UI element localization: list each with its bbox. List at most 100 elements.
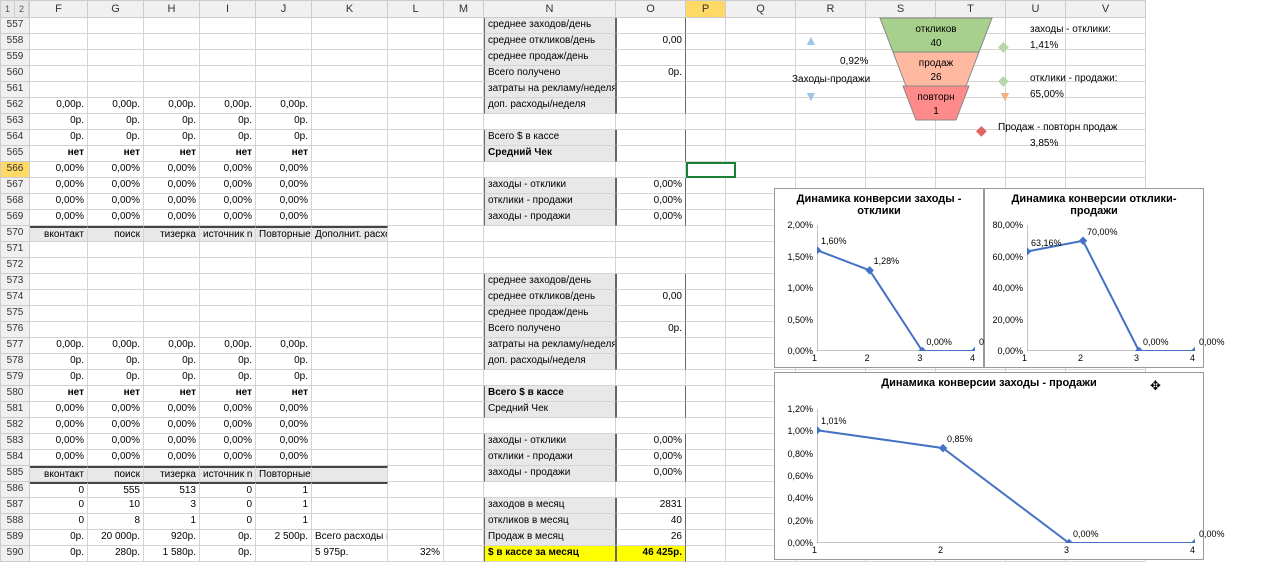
cell-K584[interactable]: [312, 450, 388, 466]
cell-F562[interactable]: 0,00р.: [30, 98, 88, 114]
cell-L567[interactable]: [388, 178, 444, 194]
row-header-568[interactable]: 568: [0, 194, 30, 210]
cell-N590[interactable]: $ в кассе за месяц: [484, 546, 616, 562]
cell-N582[interactable]: [484, 418, 616, 434]
cell-N566[interactable]: [484, 162, 616, 178]
cell-G567[interactable]: 0,00%: [88, 178, 144, 194]
row-header-564[interactable]: 564: [0, 130, 30, 146]
row-header-579[interactable]: 579: [0, 370, 30, 386]
cell-I565[interactable]: нет: [200, 146, 256, 162]
cell-S566[interactable]: [866, 162, 936, 178]
cell-G583[interactable]: 0,00%: [88, 434, 144, 450]
cell-F577[interactable]: 0,00р.: [30, 338, 88, 354]
cell-H570[interactable]: тизерка: [144, 226, 200, 242]
cell-F584[interactable]: 0,00%: [30, 450, 88, 466]
cell-P571[interactable]: [686, 242, 726, 258]
cell-H571[interactable]: [144, 242, 200, 258]
cell-O565[interactable]: [616, 146, 686, 162]
cell-O568[interactable]: 0,00%: [616, 194, 686, 210]
cell-N560[interactable]: Всего получено: [484, 66, 616, 82]
cell-G558[interactable]: [88, 34, 144, 50]
cell-G570[interactable]: поиск: [88, 226, 144, 242]
cell-P583[interactable]: [686, 434, 726, 450]
cell-M559[interactable]: [444, 50, 484, 66]
cell-M564[interactable]: [444, 130, 484, 146]
row-header-588[interactable]: 588: [0, 514, 30, 530]
cell-F558[interactable]: [30, 34, 88, 50]
cell-I561[interactable]: [200, 82, 256, 98]
cell-H565[interactable]: нет: [144, 146, 200, 162]
cell-J578[interactable]: 0р.: [256, 354, 312, 370]
cell-O577[interactable]: [616, 338, 686, 354]
cell-N583[interactable]: заходы - отклики: [484, 434, 616, 450]
cell-J568[interactable]: 0,00%: [256, 194, 312, 210]
cell-P587[interactable]: [686, 498, 726, 514]
cell-F565[interactable]: нет: [30, 146, 88, 162]
cell-I566[interactable]: 0,00%: [200, 162, 256, 178]
cell-I584[interactable]: 0,00%: [200, 450, 256, 466]
cell-N578[interactable]: доп. расходы/неделя: [484, 354, 616, 370]
cell-Q557[interactable]: [726, 18, 796, 34]
cell-F590[interactable]: 0р.: [30, 546, 88, 562]
cell-F575[interactable]: [30, 306, 88, 322]
cell-O559[interactable]: [616, 50, 686, 66]
cell-G559[interactable]: [88, 50, 144, 66]
cell-J576[interactable]: [256, 322, 312, 338]
cell-Q559[interactable]: [726, 50, 796, 66]
row-header-578[interactable]: 578: [0, 354, 30, 370]
cell-J584[interactable]: 0,00%: [256, 450, 312, 466]
cell-I562[interactable]: 0,00р.: [200, 98, 256, 114]
row-header-557[interactable]: 557: [0, 18, 30, 34]
cell-P579[interactable]: [686, 370, 726, 386]
row-header-571[interactable]: 571: [0, 242, 30, 258]
cell-H564[interactable]: 0р.: [144, 130, 200, 146]
cell-F566[interactable]: 0,00%: [30, 162, 88, 178]
cell-J558[interactable]: [256, 34, 312, 50]
cell-Q563[interactable]: [726, 114, 796, 130]
cell-M590[interactable]: [444, 546, 484, 562]
cell-O582[interactable]: [616, 418, 686, 434]
row-header-574[interactable]: 574: [0, 290, 30, 306]
cell-M568[interactable]: [444, 194, 484, 210]
col-header-R[interactable]: R: [796, 0, 866, 18]
cell-L576[interactable]: [388, 322, 444, 338]
cell-P574[interactable]: [686, 290, 726, 306]
row-header-585[interactable]: 585: [0, 466, 30, 482]
cell-H574[interactable]: [144, 290, 200, 306]
cell-M557[interactable]: [444, 18, 484, 34]
cell-L568[interactable]: [388, 194, 444, 210]
cell-P578[interactable]: [686, 354, 726, 370]
cell-J559[interactable]: [256, 50, 312, 66]
cell-I571[interactable]: [200, 242, 256, 258]
row-header-581[interactable]: 581: [0, 402, 30, 418]
cell-P577[interactable]: [686, 338, 726, 354]
cell-J561[interactable]: [256, 82, 312, 98]
cell-O562[interactable]: [616, 98, 686, 114]
cell-F588[interactable]: 0: [30, 514, 88, 530]
cell-K586[interactable]: [312, 482, 388, 498]
cell-H566[interactable]: 0,00%: [144, 162, 200, 178]
cell-P572[interactable]: [686, 258, 726, 274]
cell-G574[interactable]: [88, 290, 144, 306]
cell-K577[interactable]: [312, 338, 388, 354]
col-header-O[interactable]: O: [616, 0, 686, 18]
cell-F579[interactable]: 0р.: [30, 370, 88, 386]
cell-H589[interactable]: 920р.: [144, 530, 200, 546]
cell-F570[interactable]: вконтакт: [30, 226, 88, 242]
cell-F573[interactable]: [30, 274, 88, 290]
cell-I575[interactable]: [200, 306, 256, 322]
cell-P584[interactable]: [686, 450, 726, 466]
cell-K558[interactable]: [312, 34, 388, 50]
col-header-J[interactable]: J: [256, 0, 312, 18]
row-header-567[interactable]: 567: [0, 178, 30, 194]
cell-P566[interactable]: [686, 162, 726, 178]
cell-O578[interactable]: [616, 354, 686, 370]
cell-I558[interactable]: [200, 34, 256, 50]
cell-G590[interactable]: 280р.: [88, 546, 144, 562]
cell-M581[interactable]: [444, 402, 484, 418]
cell-P573[interactable]: [686, 274, 726, 290]
cell-L573[interactable]: [388, 274, 444, 290]
cell-K559[interactable]: [312, 50, 388, 66]
cell-K588[interactable]: [312, 514, 388, 530]
col-header-V[interactable]: V: [1066, 0, 1146, 18]
